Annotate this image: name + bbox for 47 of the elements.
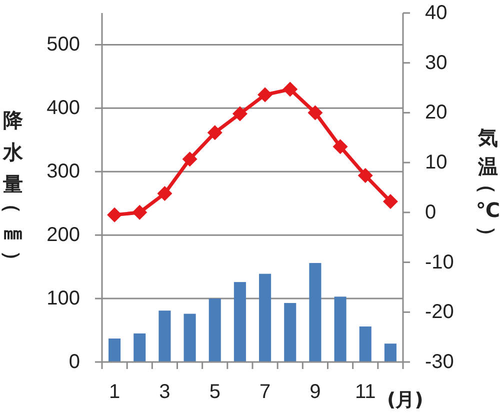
y2-tick-label: -10	[425, 251, 454, 274]
x-tick-label: 3	[159, 381, 170, 403]
y-tick-label: 200	[46, 224, 80, 246]
x-tick-label: 7	[259, 381, 271, 403]
point	[207, 125, 222, 140]
point	[107, 207, 122, 222]
point	[282, 82, 298, 97]
bar	[108, 338, 121, 362]
y2-tick-label: 0	[425, 201, 436, 224]
point	[157, 186, 172, 201]
bar	[334, 296, 346, 362]
x-tick-label: 1	[108, 381, 120, 403]
point	[232, 106, 248, 122]
x-axis-title: (月)	[387, 389, 424, 411]
y2-axis-title: 気温（℃）	[476, 126, 500, 246]
point	[258, 87, 273, 102]
y2-tick-label: 40	[425, 2, 448, 24]
x-tick-label: 5	[209, 381, 220, 403]
y2-tick-label: 30	[425, 52, 448, 74]
bar	[158, 310, 171, 362]
bar	[234, 282, 246, 362]
y-tick-label: 400	[46, 97, 80, 120]
bar	[259, 274, 272, 362]
x-tick-label: 11	[354, 381, 376, 403]
y2-tick-label: -30	[425, 351, 454, 373]
bar	[208, 298, 221, 362]
point	[382, 194, 398, 209]
point	[308, 105, 323, 120]
y-tick-label: 300	[46, 160, 80, 183]
x-tick-label: 9	[310, 381, 321, 403]
y-axis-title: 降水量（㎜）	[0, 108, 24, 270]
point	[132, 204, 148, 220]
y-tick-label: 500	[46, 34, 80, 56]
y2-tick-label: -20	[425, 301, 454, 324]
point	[182, 152, 198, 167]
bar	[134, 333, 146, 362]
bar	[184, 314, 196, 362]
y-tick-label: 0	[68, 351, 80, 373]
y-tick-label: 100	[46, 288, 80, 310]
point	[358, 168, 373, 184]
bar	[384, 344, 396, 362]
y2-tick-label: 10	[425, 152, 448, 174]
point	[332, 139, 348, 154]
bar	[309, 263, 322, 362]
bar	[284, 302, 296, 362]
bar	[359, 326, 372, 362]
y2-tick-label: 20	[425, 102, 448, 124]
